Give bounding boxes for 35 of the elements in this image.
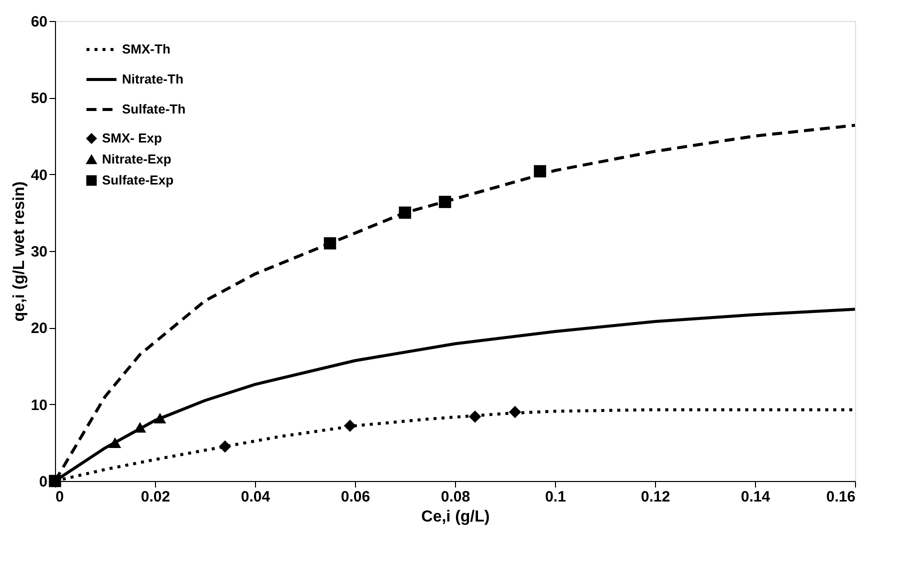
legend-label: Nitrate-Th (122, 72, 184, 86)
y-tick-label: 40 (30, 166, 48, 184)
y-tick-label: 60 (30, 14, 48, 30)
x-tick-label: 0.16 (826, 488, 856, 506)
x-tick-label: 0.04 (240, 488, 271, 506)
y-tick-label: 50 (30, 90, 48, 108)
y-tick-label: 0 (39, 474, 48, 490)
legend-label: Nitrate-Exp (102, 152, 172, 166)
legend-label: Sulfate-Exp (102, 172, 174, 188)
x-tick-label: 0.1 (545, 488, 566, 506)
legend-label: Sulfate-Th (122, 102, 186, 116)
legend-label: SMX-Th (122, 42, 170, 56)
point (508, 406, 522, 418)
point (48, 474, 62, 488)
y-tick-label: 10 (30, 396, 48, 414)
point (324, 237, 336, 250)
legend-label: SMX- Exp (102, 130, 162, 146)
point (468, 410, 482, 423)
y-tick-label: 30 (30, 244, 48, 260)
y-tick-label: 20 (30, 320, 48, 338)
x-tick-label: 0.08 (440, 488, 470, 506)
x-tick-label: 0 (56, 488, 64, 506)
x-tick-label: 0.02 (140, 488, 170, 506)
point (534, 165, 546, 178)
point (218, 440, 232, 453)
point (108, 437, 122, 448)
x-tick-label: 0.12 (640, 488, 670, 506)
y-axis-title: qe,i (g/L wet resin) (10, 181, 28, 322)
point (154, 412, 166, 424)
x-tick-label: 0.14 (740, 488, 771, 506)
point (438, 196, 452, 208)
point (398, 206, 412, 219)
x-tick-label: 0.06 (340, 488, 370, 506)
x-axis-title: Ce,i (g/L) (421, 508, 490, 526)
point (344, 420, 356, 432)
